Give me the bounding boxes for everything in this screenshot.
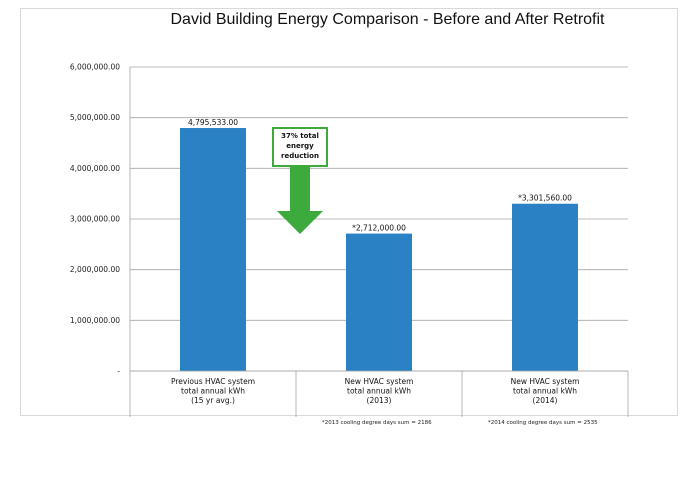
footnote-2013: *2013 cooling degree days sum = 2186	[322, 420, 432, 426]
y-tick-label: -	[117, 367, 120, 376]
bar	[346, 233, 412, 371]
y-tick-label: 1,000,000.00	[70, 316, 120, 325]
y-tick-label: 5,000,000.00	[70, 113, 120, 122]
category-label: Previous HVAC system	[171, 377, 255, 386]
footnote-2014: *2014 cooling degree days sum = 2535	[488, 420, 598, 426]
category-label: New HVAC system	[345, 377, 414, 386]
category-label: total annual kWh	[181, 387, 245, 396]
category-label: total annual kWh	[513, 387, 577, 396]
callout-line: 37% total	[281, 132, 319, 140]
bar	[512, 203, 578, 371]
data-labels: 4,795,533.00 *2,712,000.00 *3,301,560.00	[188, 118, 572, 233]
category-label: (2013)	[367, 396, 392, 405]
bars	[180, 128, 578, 371]
y-axis-ticks: - 1,000,000.00 2,000,000.00 3,000,000.00 4,0…	[70, 63, 120, 376]
y-tick-label: 6,000,000.00	[70, 63, 120, 72]
data-label: *2,712,000.00	[352, 224, 406, 233]
y-tick-label: 2,000,000.00	[70, 265, 120, 274]
down-arrow-shape	[277, 167, 323, 234]
callout-line: energy	[286, 142, 314, 150]
category-label: New HVAC system	[511, 377, 580, 386]
bar	[180, 128, 246, 371]
data-label: 4,795,533.00	[188, 118, 238, 127]
reduction-callout: 37% total energy reduction	[272, 127, 328, 167]
callout-line: reduction	[281, 152, 319, 160]
chart-frame	[20, 8, 678, 416]
y-tick-label: 3,000,000.00	[70, 215, 120, 224]
category-label: (2014)	[533, 396, 558, 405]
chart-title: David Building Energy Comparison - Befor…	[170, 11, 605, 28]
y-tick-label: 4,000,000.00	[70, 164, 120, 173]
category-label: (15 yr avg.)	[191, 396, 235, 405]
category-label: total annual kWh	[347, 387, 411, 396]
data-label: *3,301,560.00	[518, 194, 572, 203]
down-arrow-icon	[277, 167, 323, 234]
